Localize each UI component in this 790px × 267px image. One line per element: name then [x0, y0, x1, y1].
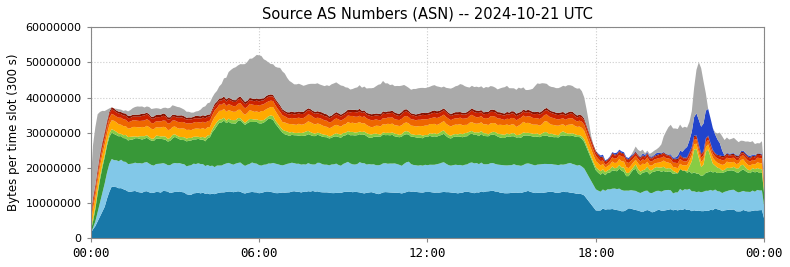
Title: Source AS Numbers (ASN) -- 2024-10-21 UTC: Source AS Numbers (ASN) -- 2024-10-21 UT…	[262, 7, 593, 22]
Y-axis label: Bytes per time slot (300 s): Bytes per time slot (300 s)	[7, 54, 20, 211]
